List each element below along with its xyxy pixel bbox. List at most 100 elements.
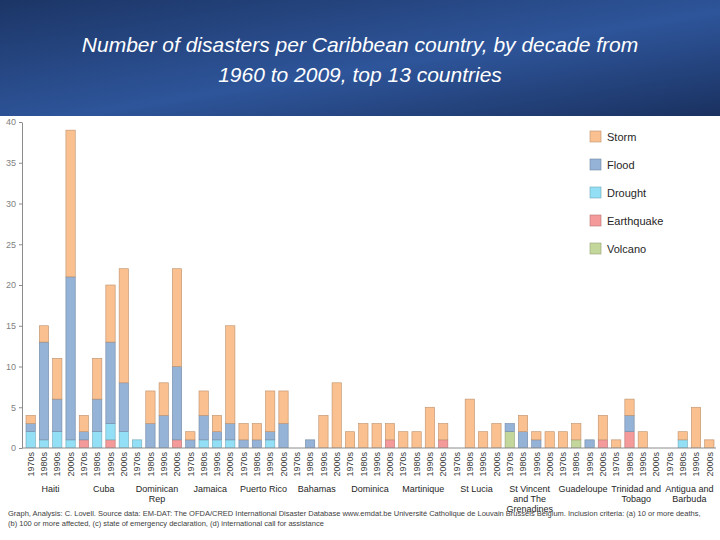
legend-label: Flood — [607, 159, 635, 171]
x-tick-label: 1980s — [199, 452, 209, 477]
bar-segment — [585, 440, 594, 448]
x-tick-label: 1980s — [146, 452, 156, 477]
x-tick: 1980s — [39, 448, 49, 477]
bar-segment — [372, 424, 381, 448]
x-tick-label: 1990s — [691, 452, 701, 477]
x-tick: 1990s — [478, 448, 488, 477]
y-axis-line — [22, 123, 23, 449]
group-label: Guadeloupe — [558, 484, 607, 494]
group-label: DominicanRep — [136, 484, 179, 504]
text-line: Haiti — [42, 484, 60, 494]
x-tick-label: 2000s — [438, 452, 448, 477]
bar-segment — [132, 439, 141, 440]
bar-segment — [439, 424, 448, 440]
bar-segment — [172, 269, 181, 367]
x-tick-label: 1990s — [531, 452, 541, 477]
x-tick-label: 2000s — [172, 452, 182, 477]
bar-segment — [212, 432, 221, 440]
x-tick: 1990s — [106, 448, 116, 477]
legend-label: Earthquake — [607, 215, 663, 227]
text-line: Rep — [149, 494, 166, 504]
bar-segment — [106, 424, 115, 440]
bar-segment — [53, 432, 62, 448]
legend-swatch — [590, 215, 601, 226]
bar-segment — [638, 432, 647, 448]
legend-label: Drought — [607, 187, 646, 199]
bar-segment — [385, 424, 394, 440]
x-tick: 1990s — [691, 448, 701, 477]
series-0 — [26, 130, 714, 448]
x-tick: 1970s — [26, 448, 36, 477]
x-tick-label: 2000s — [225, 452, 235, 477]
x-tick-label: 1980s — [305, 452, 315, 477]
y-tick-mark — [19, 122, 22, 123]
chart-container: Number of disasters per Caribbean countr… — [0, 0, 720, 540]
x-tick: 2000s — [66, 448, 76, 477]
bars — [26, 130, 714, 448]
x-tick: 1970s — [665, 448, 675, 477]
x-tick-label: 1970s — [452, 452, 462, 477]
y-tick-label: 15 — [6, 321, 16, 331]
x-tick: 2000s — [492, 448, 502, 477]
bar-segment — [305, 439, 314, 440]
y-tick: 10 — [6, 362, 22, 372]
y-tick-label: 10 — [6, 362, 16, 372]
bar-segment — [199, 391, 208, 415]
x-tick-label: 1980s — [92, 452, 102, 477]
y-tick-mark — [19, 285, 22, 286]
text-line: Martinique — [402, 484, 444, 494]
group-label: Trinidad andTobago — [611, 484, 661, 504]
x-tick-label: 1970s — [292, 452, 302, 477]
legend-item: Drought — [590, 187, 646, 199]
group-label: St Lucia — [460, 484, 493, 494]
legend-swatch — [590, 243, 601, 254]
bar-segment — [678, 440, 687, 448]
bar-segment — [53, 399, 62, 432]
x-tick: 1990s — [425, 448, 435, 477]
y-tick: 15 — [6, 321, 22, 331]
x-tick-label: 2000s — [704, 452, 714, 477]
y-tick-mark — [19, 407, 22, 408]
chart-title: Number of disasters per Caribbean countr… — [82, 33, 638, 86]
x-tick: 1990s — [212, 448, 222, 477]
bar-segment — [159, 415, 168, 448]
x-tick-label: 1990s — [106, 452, 116, 477]
x-tick: 1980s — [146, 448, 156, 477]
bar-segment — [66, 130, 75, 277]
x-tick-label: 2000s — [279, 452, 289, 477]
y-tick-mark — [19, 204, 22, 205]
x-tick: 1980s — [518, 448, 528, 477]
x-tick-label: 2000s — [545, 452, 555, 477]
x-tick-label: 1970s — [505, 452, 515, 477]
x-tick-label: 1980s — [412, 452, 422, 477]
group-label: Cuba — [93, 484, 115, 494]
bar-segment — [39, 440, 48, 448]
bar-segment — [465, 399, 474, 448]
x-tick: 1970s — [345, 448, 355, 477]
text-line: Tobago — [621, 494, 651, 504]
x-tick-label: 1980s — [39, 452, 49, 477]
x-tick-label: 1970s — [665, 452, 675, 477]
x-tick: 2000s — [438, 448, 448, 477]
bar-segment — [79, 440, 88, 448]
y-tick-mark — [19, 163, 22, 164]
x-tick-label: 1980s — [358, 452, 368, 477]
chart-svg: Number of disasters per Caribbean countr… — [0, 0, 720, 540]
bar-segment — [172, 367, 181, 440]
bar-segment — [439, 440, 448, 448]
y-tick-mark — [19, 448, 22, 449]
bar-segment — [119, 432, 128, 448]
x-tick: 2000s — [332, 448, 342, 477]
x-tick-label: 1990s — [425, 452, 435, 477]
y-tick-label: 0 — [11, 443, 16, 453]
x-tick-label: 1970s — [132, 452, 142, 477]
bar-segment — [26, 432, 35, 448]
bar-segment — [612, 440, 621, 448]
bar-segment — [26, 424, 35, 432]
x-tick-label: 1990s — [478, 452, 488, 477]
legend-item: Storm — [590, 131, 636, 143]
x-tick-label: 1990s — [585, 452, 595, 477]
bar-segment — [478, 432, 487, 448]
group-label: Dominica — [351, 484, 389, 494]
group-label: Jamaica — [194, 484, 228, 494]
